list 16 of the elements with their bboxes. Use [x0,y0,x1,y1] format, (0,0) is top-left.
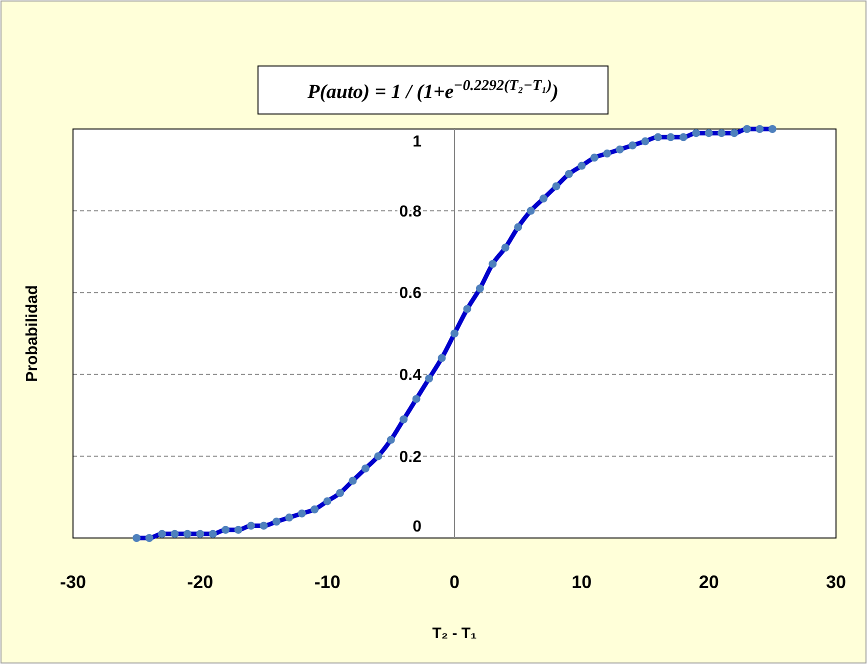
y-tick-label: 0.4 [399,367,422,384]
x-tick-label: -30 [60,572,86,592]
x-tick-label: 10 [572,572,592,592]
x-tick-label: -10 [314,572,340,592]
x-tick-label: 30 [826,572,846,592]
y-axis-title: Probabilidad [24,285,41,382]
chart-title: P(auto) = 1 / (1+e$^{−0.2292(T₂−T₁)}$) [306,78,558,103]
x-tick-label: -20 [187,572,214,592]
y-tick-label: 1 [412,134,422,151]
x-tick-label: 20 [698,572,719,592]
y-tick-label: 0.8 [399,203,422,220]
y-tick-label: 0.2 [399,448,422,466]
x-tick-label: 0 [449,572,460,592]
y-tick-label: 0.6 [399,285,422,302]
x-axis-title: T₂ - T₁ [432,625,477,642]
y-tick-label: 0 [412,518,422,536]
